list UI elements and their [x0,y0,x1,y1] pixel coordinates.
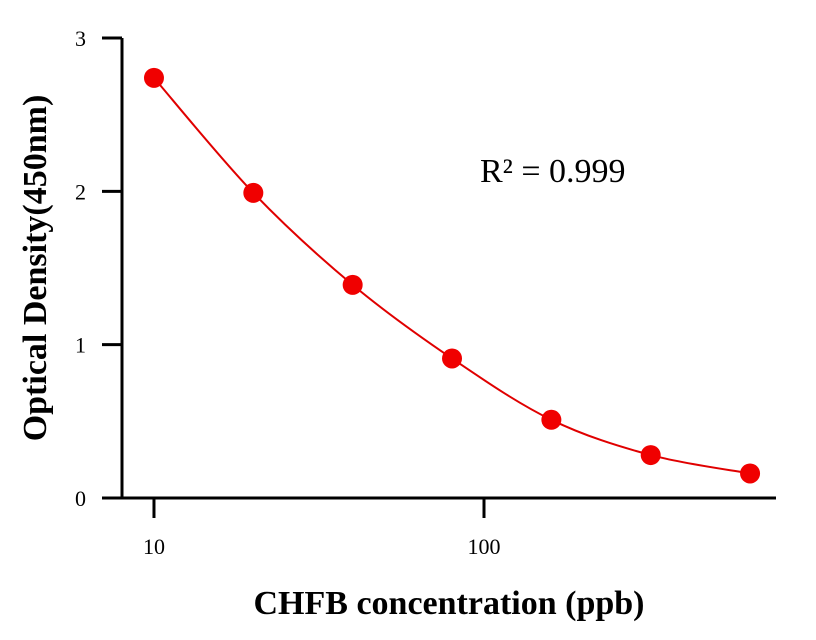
y-tick-label: 3 [75,26,86,51]
y-axis-label: Optical Density(450nm) [17,95,54,442]
fit-curve [153,77,751,475]
y-tick-label: 0 [75,486,86,511]
data-point [640,445,661,466]
y-ticks: 0 1 2 3 [75,26,122,511]
x-ticks: 10 100 [143,498,501,559]
data-point [143,67,164,88]
x-tick-label: 10 [143,534,165,559]
data-point [342,274,363,295]
data-point [740,463,761,484]
data-point [541,409,562,430]
data-point [243,182,264,203]
data-points-layer [143,67,761,484]
fit-curve-layer [153,77,751,475]
y-tick-label: 1 [75,333,86,358]
r-squared-annotation: R² = 0.999 [480,153,626,190]
data-point [442,348,463,369]
x-axis-label: CHFB concentration (ppb) [254,585,645,622]
x-tick-label: 100 [468,534,501,559]
y-tick-label: 2 [75,179,86,204]
